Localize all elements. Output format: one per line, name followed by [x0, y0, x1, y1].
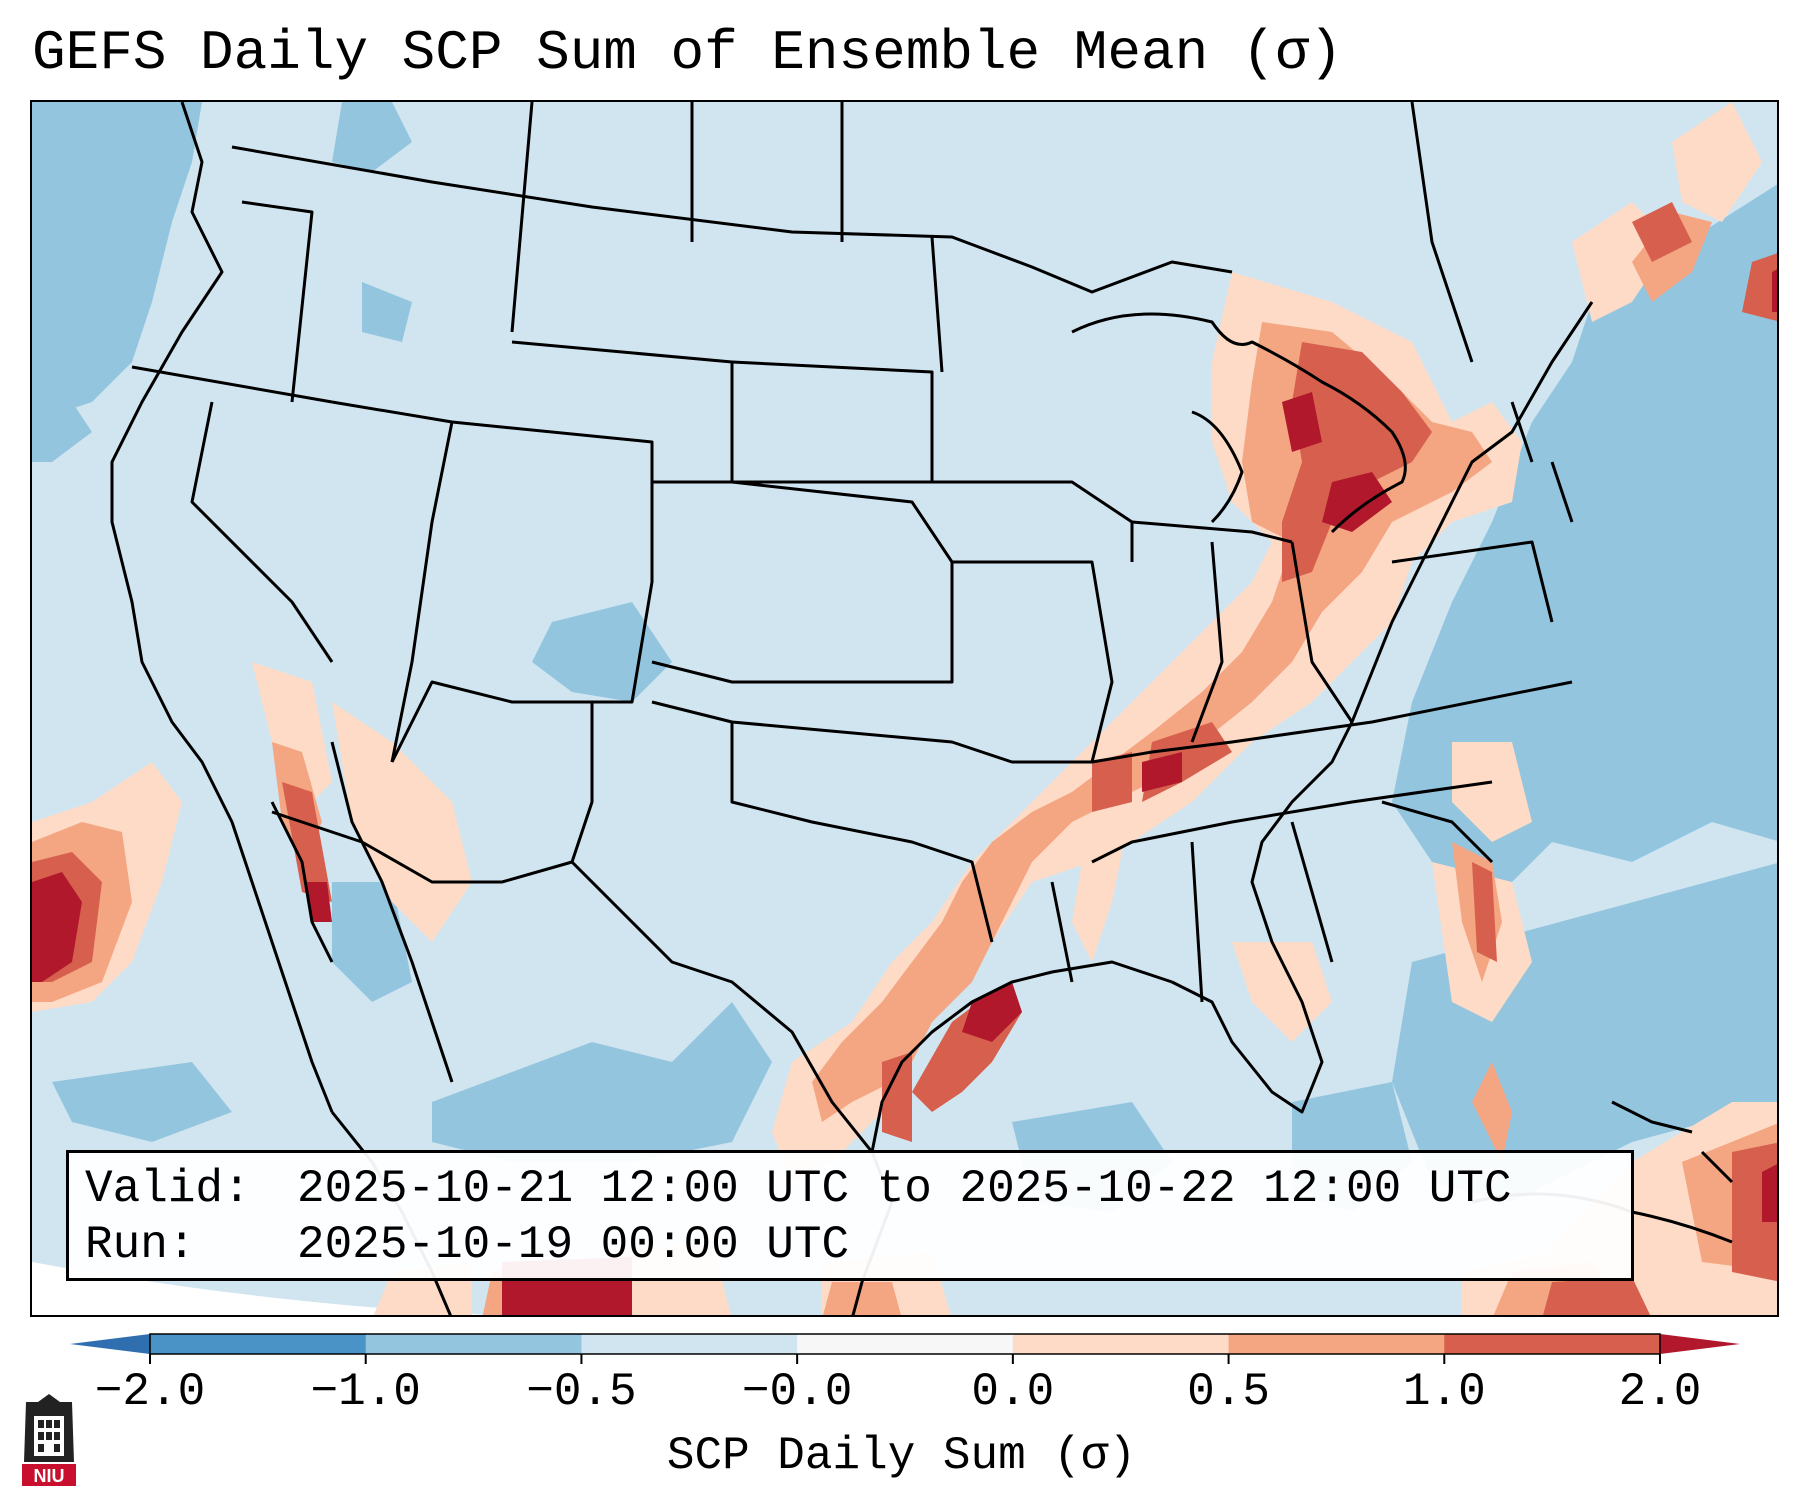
valid-run-info-box: Valid: 2025-10-21 12:00 UTC to 2025-10-22…	[66, 1150, 1634, 1281]
valid-value: 2025-10-21 12:00 UTC to 2025-10-22 12:00…	[297, 1163, 1512, 1215]
colorbar-bin	[1444, 1334, 1661, 1354]
run-label: Run:	[85, 1219, 196, 1271]
map-panel	[30, 100, 1779, 1317]
colorbar-outline	[149, 1333, 1661, 1355]
colorbar-tick-label: 0.0	[971, 1366, 1055, 1418]
projection-edge-left	[32, 1262, 489, 1315]
colorbar-tick-label: 1.0	[1402, 1366, 1486, 1418]
niu-logo-icon: NIU	[22, 1394, 76, 1486]
colorbar-bin	[797, 1334, 1014, 1354]
colorbar-tick-label: −0.0	[741, 1366, 853, 1418]
colorbar-extend-high	[1660, 1334, 1740, 1354]
colorbar-bin	[150, 1334, 367, 1354]
colorbar-label: SCP Daily Sum (σ)	[666, 1430, 1137, 1482]
colorbar-bin	[581, 1334, 798, 1354]
run-line: Run: 2025-10-19 00:00 UTC	[85, 1217, 1615, 1273]
valid-line: Valid: 2025-10-21 12:00 UTC to 2025-10-22…	[85, 1161, 1615, 1217]
colorbar	[70, 1333, 1740, 1364]
scp-map	[32, 102, 1777, 1315]
colorbar-tick-label: 2.0	[1618, 1366, 1702, 1418]
colorbar-tick-label: −1.0	[310, 1366, 421, 1418]
colorbar-bin	[365, 1334, 582, 1354]
colorbar-bin	[1228, 1334, 1445, 1354]
colorbar-extend-low	[70, 1334, 150, 1354]
colorbar-tick-label: −2.0	[94, 1366, 206, 1418]
colorbar-ticks	[149, 1354, 1661, 1364]
map-title: GEFS Daily SCP Sum of Ensemble Mean (σ)	[32, 21, 1343, 85]
colorbar-bin	[1012, 1334, 1230, 1354]
logo-text: NIU	[34, 1466, 65, 1486]
colorbar-bins	[150, 1334, 1661, 1354]
run-value: 2025-10-19 00:00 UTC	[297, 1219, 850, 1271]
state-country-boundaries	[110, 102, 1734, 1315]
colorbar-tick-label: −0.5	[526, 1366, 637, 1418]
negative-anomaly-regions	[32, 102, 1777, 1212]
valid-label: Valid:	[85, 1163, 251, 1215]
colorbar-tick-label: 0.5	[1187, 1366, 1270, 1418]
